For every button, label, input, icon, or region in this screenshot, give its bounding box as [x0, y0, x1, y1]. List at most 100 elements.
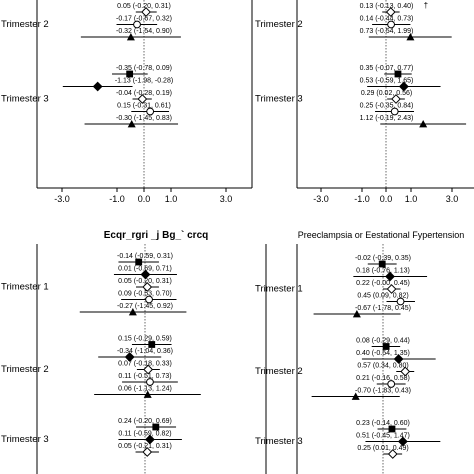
estimate-label: 0.40 (-0.54, 1.35) — [356, 350, 410, 357]
panel-title: Ecqr_rgri _j Bg_` crcq — [104, 230, 208, 241]
x-tick-label: 0.0 — [380, 194, 393, 204]
estimate-label: -0.35 (-0.78, 0.09) — [116, 65, 172, 72]
x-tick-label: 1.0 — [165, 194, 178, 204]
estimate-label: -0.32 (-1.54, 0.90) — [116, 28, 172, 35]
x-tick-label: -1.0 — [109, 194, 125, 204]
estimate-label: 0.35 (-0.07, 0.77) — [360, 65, 414, 72]
estimate-label: -0.02 (-0.39, 0.35) — [355, 255, 411, 262]
estimate-label: 0.51 (-0.45, 1.47) — [356, 433, 410, 440]
significance-marker: † — [424, 1, 428, 10]
point-estimate-marker — [419, 120, 428, 128]
point-estimate-marker — [92, 81, 103, 92]
group-label: Trimester 3 — [255, 93, 303, 104]
panel-top-left: -3.0 -1.0 0.0 1.0 3.0 0.05 (-0.20, 0.31)… — [1, 0, 253, 204]
point-estimate-marker — [126, 70, 134, 78]
point-estimate-marker — [394, 70, 402, 78]
point-estimate-marker — [386, 284, 397, 294]
group-label: Trimester 3 — [1, 434, 49, 445]
estimate-label: 0.24 (-0.20, 0.69) — [118, 418, 172, 425]
estimate-label: -0.14 (-0.59, 0.31) — [117, 253, 173, 260]
point-estimate-marker — [128, 308, 137, 316]
estimate-label: 0.13 (-0.13, 0.40) — [360, 3, 414, 10]
point-estimate-marker — [146, 378, 154, 386]
x-tick-label: 3.0 — [446, 194, 459, 204]
point-estimate-marker — [406, 33, 415, 41]
point-estimate-marker — [142, 282, 153, 292]
estimate-label: 0.25 (0.01, 0.49) — [357, 445, 408, 452]
estimate-label: 0.15 (-0.31, 0.61) — [117, 103, 171, 110]
point-estimate-marker — [387, 449, 398, 459]
estimate-label: 0.08 (-0.29, 0.44) — [356, 338, 410, 345]
point-estimate-marker — [385, 271, 395, 282]
point-estimate-marker — [388, 425, 396, 433]
point-estimate-marker — [145, 295, 153, 304]
group-label: Trimester 2 — [255, 19, 303, 30]
point-estimate-marker — [141, 7, 151, 17]
estimate-label: -0.34 (-1.04, 0.36) — [117, 348, 173, 355]
estimate-label: 0.11 (-0.59, 0.82) — [118, 431, 171, 438]
point-estimate-marker — [140, 269, 151, 280]
estimate-label: -0.67 (-1.78, 0.45) — [355, 305, 411, 312]
estimate-label: 0.05 (-0.20, 0.31) — [118, 278, 172, 285]
estimate-label: 0.21 (-0.16, 0.58) — [356, 375, 410, 382]
estimate-label: 0.53 (-0.59, 1.65) — [360, 78, 414, 85]
estimate-label: -0.70 (-1.83, 0.43) — [355, 388, 411, 395]
estimate-label: 0.29 (0.02, 0.56) — [361, 90, 412, 97]
point-estimate-marker — [146, 107, 155, 116]
panel-bottom-right: Preeclampsia or Eestational Fypertension… — [255, 230, 464, 474]
group-label: Trimester 3 — [1, 93, 49, 104]
group-label: Trimester 1 — [1, 281, 49, 292]
point-estimate-marker — [152, 423, 160, 431]
estimate-label: 0.06 (-1.13, 1.24) — [118, 386, 172, 393]
point-estimate-marker — [393, 354, 404, 364]
point-estimate-marker — [387, 20, 395, 29]
estimate-label: 0.73 (-0.54, 1.99) — [360, 28, 414, 35]
point-estimate-marker — [142, 447, 153, 457]
x-tick-label: -3.0 — [313, 194, 329, 204]
group-label: Trimester 3 — [255, 436, 303, 447]
estimate-label: 0.05 (-0.20, 0.31) — [117, 3, 171, 10]
estimate-label: 0.14 (-0.44, 0.73) — [360, 16, 414, 23]
x-tick-label: -1.0 — [354, 194, 370, 204]
group-label: Trimester 1 — [255, 283, 303, 294]
group-label: Trimester 2 — [255, 366, 303, 377]
point-estimate-marker — [351, 392, 360, 400]
estimate-label: 0.11 (-0.51, 0.73) — [118, 373, 171, 380]
estimate-label: 0.15 (-0.29, 0.59) — [118, 336, 172, 343]
estimate-label: -0.30 (-1.45, 0.83) — [116, 115, 172, 122]
estimate-label: 0.57 (0.34, 0.80) — [357, 363, 408, 370]
point-estimate-marker — [400, 366, 411, 377]
estimate-label: 0.07 (-0.18, 0.33) — [118, 361, 172, 368]
x-tick-label: 0.0 — [138, 194, 151, 204]
point-estimate-marker — [391, 94, 401, 104]
point-estimate-marker — [145, 434, 155, 445]
estimate-label: 0.22 (-0.00, 0.45) — [356, 280, 410, 287]
point-estimate-marker — [143, 390, 152, 398]
panel-bottom-left: Ecqr_rgri _j Bg_` crcq -0.14 (-0.59, 0.3… — [1, 230, 267, 474]
estimate-label: -0.04 (-0.28, 0.19) — [116, 90, 172, 97]
panel-top-right: -3.0 -1.0 0.0 1.0 3.0 0.13 (-0.13, 0.40)… — [255, 0, 474, 204]
group-label: Trimester 2 — [1, 19, 49, 30]
estimate-label: 0.01 (-0.69, 0.71) — [118, 266, 172, 273]
point-estimate-marker — [126, 33, 135, 41]
estimate-label: -0.27 (-1.45, 0.92) — [117, 303, 173, 310]
estimate-label: 0.25 (-0.35, 0.84) — [360, 103, 414, 110]
group-label: Trimester 2 — [1, 364, 49, 375]
point-estimate-marker — [396, 297, 405, 306]
estimate-label: -1.13 (-1.98, -0.28) — [115, 78, 173, 85]
point-estimate-marker — [397, 436, 408, 447]
x-tick-label: 3.0 — [220, 194, 233, 204]
point-estimate-marker — [143, 364, 154, 375]
estimate-label: 0.45 (0.09, 0.82) — [357, 293, 408, 300]
point-estimate-marker — [137, 94, 148, 104]
point-estimate-marker — [390, 107, 399, 116]
estimate-label: -0.17 (-0.67, 0.32) — [116, 16, 172, 23]
point-estimate-marker — [398, 81, 409, 92]
x-tick-label: -3.0 — [54, 194, 70, 204]
estimate-label: 1.12 (-0.19, 2.43) — [360, 115, 414, 122]
point-estimate-marker — [124, 352, 135, 362]
point-estimate-marker — [385, 7, 396, 17]
x-tick-label: 1.0 — [405, 194, 418, 204]
point-estimate-marker — [352, 310, 361, 318]
panel-title: Preeclampsia or Eestational Fypertension — [298, 230, 465, 240]
